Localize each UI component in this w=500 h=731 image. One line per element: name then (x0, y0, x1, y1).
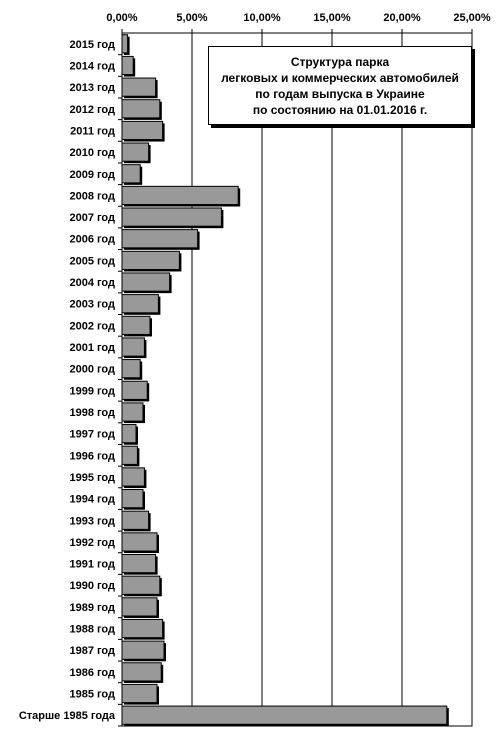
bar (121, 164, 141, 184)
category-label: 2010 год (69, 147, 115, 159)
bar (121, 272, 171, 292)
category-label: 2011 год (70, 125, 115, 137)
category-label: 2006 год (69, 234, 115, 246)
chart-title-line-1: Структура парка (290, 54, 390, 69)
bar (121, 553, 157, 574)
grid-lines (191, 33, 473, 726)
category-label: 2002 год (69, 320, 115, 332)
bar (121, 597, 158, 617)
category-label: 2004 год (69, 277, 115, 289)
category-label: 1991 год (69, 559, 115, 571)
category-label: 1989 год (69, 602, 115, 614)
chart-title-line-2: легковых и коммерческих автомобилей (221, 70, 459, 85)
category-label: 2001 год (69, 342, 115, 354)
bar (121, 489, 144, 509)
chart-title-line-3: по годам выпуска в Украине (255, 86, 425, 101)
bar (121, 250, 180, 270)
category-label: 1986 год (69, 667, 115, 679)
category-label: 1985 год (69, 689, 115, 701)
category-labels: 2015 год 2014 год 2013 год 2012 год 2011 год… (19, 39, 122, 727)
x-tick-label: 25,00% (453, 12, 491, 24)
category-label: 2005 год (69, 255, 115, 267)
x-tick-label: 15,00% (313, 12, 351, 24)
category-label: Старше 1985 года (19, 710, 116, 722)
category-label: 1997 год (69, 429, 115, 441)
bar (121, 618, 164, 639)
bar (121, 315, 151, 335)
bar (121, 683, 158, 704)
category-label: 1994 год (69, 494, 115, 506)
bar (121, 510, 150, 530)
category-label: 1993 год (69, 515, 115, 527)
bar (121, 99, 161, 119)
bar (121, 55, 134, 76)
category-label: 1995 год (69, 472, 115, 484)
category-label: 2009 год (69, 169, 115, 181)
category-label: 1987 год (69, 645, 115, 657)
chart-title-line-4: по состоянию на 01.01.2016 г. (252, 102, 428, 117)
bar (121, 120, 164, 141)
bar (121, 532, 158, 552)
bar (121, 467, 145, 487)
bar (121, 424, 137, 444)
bar (121, 294, 159, 314)
category-label: 2000 год (69, 364, 115, 376)
category-label: 1998 год (69, 407, 115, 419)
bar (121, 575, 161, 595)
bar (121, 207, 222, 227)
bar (121, 359, 141, 379)
bar (121, 402, 144, 422)
bar (121, 77, 157, 97)
bar (121, 662, 162, 682)
x-tick-label: 5,00% (176, 12, 207, 24)
plot-frame (121, 32, 473, 727)
category-label: 2007 год (69, 212, 115, 224)
bar (121, 705, 448, 725)
bars (121, 34, 449, 727)
category-label: 1999 год (69, 385, 115, 397)
bar (121, 229, 199, 249)
bar (121, 142, 150, 162)
bar (121, 640, 165, 660)
category-label: 1990 год (69, 580, 115, 592)
category-label: 1992 год (69, 537, 115, 549)
category-label: 2013 год (69, 82, 115, 94)
category-label: 2015 год (69, 39, 115, 51)
category-label: 2014 год (69, 60, 115, 72)
bar (121, 185, 239, 206)
category-label: 2003 год (69, 299, 115, 311)
bar (121, 337, 145, 357)
bar (121, 34, 129, 54)
bar (121, 445, 138, 465)
bar (121, 380, 148, 400)
category-label: 1988 год (69, 624, 115, 636)
x-tick-label: 10,00% (243, 12, 281, 24)
category-label: 2008 год (69, 190, 115, 202)
chart-title-box: Структура парка легковых и коммерческих … (208, 46, 472, 125)
x-tick-label: 0,00% (106, 12, 137, 24)
category-label: 1996 год (69, 450, 115, 462)
x-axis-ticks: 0,00% 5,00% 10,00% 15,00% 20,00% 25,00% (106, 12, 491, 33)
category-label: 2012 год (69, 104, 115, 116)
x-tick-label: 20,00% (383, 12, 421, 24)
